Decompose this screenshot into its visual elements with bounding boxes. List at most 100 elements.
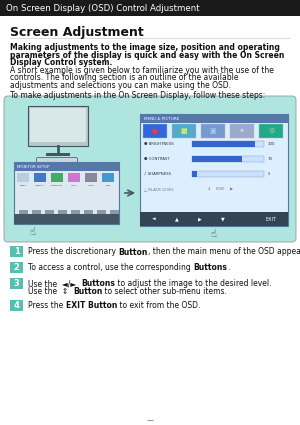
Text: ▶: ▶ [198, 216, 202, 221]
FancyBboxPatch shape [143, 124, 167, 138]
FancyBboxPatch shape [84, 210, 93, 215]
FancyBboxPatch shape [10, 262, 23, 273]
Text: EXIT Button: EXIT Button [66, 301, 117, 311]
FancyBboxPatch shape [59, 163, 63, 167]
FancyBboxPatch shape [34, 173, 46, 182]
Text: ☝: ☝ [210, 229, 216, 239]
Text: To access a control, use the corresponding: To access a control, use the correspondi… [28, 264, 193, 272]
Text: 5: 5 [268, 172, 270, 176]
Text: CONTRAST: CONTRAST [51, 185, 63, 186]
Text: MENU: MENU [20, 185, 26, 186]
FancyBboxPatch shape [51, 173, 63, 182]
Text: Buttons: Buttons [81, 280, 115, 289]
Text: 100: 100 [268, 142, 275, 146]
Text: 4: 4 [14, 301, 20, 310]
Text: controls. The following section is an outline of the available: controls. The following section is an ou… [10, 73, 238, 82]
FancyBboxPatch shape [110, 210, 119, 215]
Text: to exit from the OSD.: to exit from the OSD. [117, 301, 200, 311]
FancyBboxPatch shape [65, 163, 69, 167]
Text: Use the  ◄/►: Use the ◄/► [28, 280, 81, 289]
FancyBboxPatch shape [192, 156, 242, 162]
FancyBboxPatch shape [192, 141, 264, 147]
Text: ▶: ▶ [230, 187, 233, 191]
FancyBboxPatch shape [259, 124, 283, 138]
FancyBboxPatch shape [201, 124, 225, 138]
Text: ▲: ▲ [175, 216, 179, 221]
Text: LOW: LOW [216, 187, 225, 191]
FancyBboxPatch shape [32, 210, 41, 215]
FancyBboxPatch shape [0, 0, 300, 16]
Text: △ BLACK LEVEL: △ BLACK LEVEL [144, 187, 174, 191]
Text: Making adjustments to the image size, position and operating: Making adjustments to the image size, po… [10, 43, 280, 52]
Text: Buttons: Buttons [193, 264, 227, 272]
FancyBboxPatch shape [140, 114, 288, 123]
FancyBboxPatch shape [140, 114, 288, 226]
Text: parameters of the display is quick and easy with the On Screen: parameters of the display is quick and e… [10, 51, 284, 60]
FancyBboxPatch shape [14, 214, 119, 224]
Text: adjustments and selections you can make using the OSD.: adjustments and selections you can make … [10, 80, 231, 90]
FancyBboxPatch shape [71, 210, 80, 215]
Text: ● CONTRAST: ● CONTRAST [144, 157, 170, 161]
FancyBboxPatch shape [71, 163, 75, 167]
FancyBboxPatch shape [4, 96, 296, 242]
FancyBboxPatch shape [46, 153, 70, 156]
Text: 2: 2 [14, 263, 20, 272]
FancyBboxPatch shape [10, 246, 23, 257]
Text: 4: 4 [208, 187, 211, 191]
Text: 1: 1 [14, 247, 20, 256]
FancyBboxPatch shape [37, 158, 77, 175]
Text: AUTO: AUTO [71, 185, 77, 186]
FancyBboxPatch shape [19, 210, 28, 215]
FancyBboxPatch shape [192, 141, 255, 147]
Text: Screen Adjustment: Screen Adjustment [10, 26, 144, 39]
FancyBboxPatch shape [68, 173, 80, 182]
FancyBboxPatch shape [14, 162, 119, 171]
FancyBboxPatch shape [41, 163, 45, 167]
Text: BRIGHT: BRIGHT [36, 185, 44, 186]
Text: Button: Button [118, 247, 148, 257]
FancyBboxPatch shape [97, 210, 106, 215]
Text: Display Control system.: Display Control system. [10, 58, 112, 67]
Text: MENU & PICTURE: MENU & PICTURE [144, 116, 179, 121]
Text: to select other sub-menu items.: to select other sub-menu items. [102, 287, 227, 296]
FancyBboxPatch shape [28, 106, 88, 146]
FancyBboxPatch shape [10, 300, 23, 311]
Text: ◈: ◈ [240, 128, 244, 133]
Text: EXIT: EXIT [265, 216, 276, 221]
FancyBboxPatch shape [192, 156, 264, 162]
Text: Press the discretionary: Press the discretionary [28, 247, 118, 257]
Text: .: . [227, 264, 230, 272]
Text: ▣: ▣ [210, 128, 216, 134]
FancyBboxPatch shape [58, 210, 67, 215]
Text: OSD: OSD [106, 185, 110, 186]
FancyBboxPatch shape [45, 210, 54, 215]
FancyBboxPatch shape [30, 108, 86, 142]
Text: Use the  ⇕: Use the ⇕ [28, 287, 73, 296]
FancyBboxPatch shape [192, 171, 197, 177]
Text: ● BRIGHTNESS: ● BRIGHTNESS [144, 142, 174, 146]
Text: to adjust the image to the desired level.: to adjust the image to the desired level… [115, 280, 272, 289]
Text: ●: ● [152, 128, 158, 134]
Text: Press the: Press the [28, 301, 66, 311]
FancyBboxPatch shape [192, 171, 264, 177]
Text: 3: 3 [14, 279, 20, 288]
Text: Button: Button [73, 287, 102, 296]
FancyBboxPatch shape [140, 212, 288, 226]
Text: To make adjustments in the On Screen Display, follow these steps:: To make adjustments in the On Screen Dis… [10, 91, 265, 100]
Text: ▼: ▼ [221, 216, 225, 221]
FancyBboxPatch shape [47, 163, 51, 167]
Text: MONITOR SETUP: MONITOR SETUP [17, 164, 50, 168]
FancyBboxPatch shape [85, 173, 97, 182]
Text: On Screen Display (OSD) Control Adjustment: On Screen Display (OSD) Control Adjustme… [6, 3, 200, 12]
FancyBboxPatch shape [17, 173, 29, 182]
Text: A short example is given below to familiarize you with the use of the: A short example is given below to famili… [10, 65, 274, 74]
Text: ▦: ▦ [181, 128, 187, 134]
Text: ♪ SHARPNESS: ♪ SHARPNESS [144, 172, 171, 176]
Text: ◄: ◄ [152, 216, 156, 221]
FancyBboxPatch shape [10, 278, 23, 289]
Text: 70: 70 [268, 157, 273, 161]
Text: ☝: ☝ [29, 227, 35, 237]
Text: ⚙: ⚙ [268, 128, 274, 134]
FancyBboxPatch shape [53, 163, 57, 167]
Text: —: — [146, 417, 154, 423]
